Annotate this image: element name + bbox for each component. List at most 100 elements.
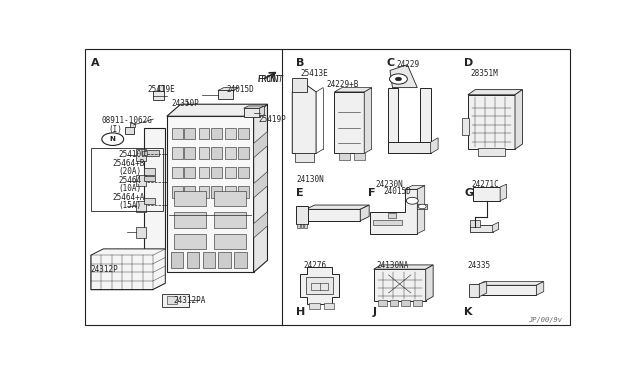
Polygon shape <box>335 87 372 92</box>
Text: 25464+A: 25464+A <box>112 193 145 202</box>
Polygon shape <box>218 87 239 90</box>
Text: 24335: 24335 <box>468 261 491 270</box>
Bar <box>145 150 159 156</box>
Bar <box>225 167 236 178</box>
Bar <box>237 147 249 158</box>
Bar <box>355 153 365 160</box>
Bar <box>473 187 500 201</box>
Polygon shape <box>253 212 268 238</box>
Text: 24350P: 24350P <box>172 99 200 108</box>
Circle shape <box>396 77 401 81</box>
Bar <box>225 186 236 198</box>
Polygon shape <box>477 285 536 295</box>
Bar <box>187 252 199 268</box>
Polygon shape <box>431 138 438 154</box>
Polygon shape <box>405 186 425 189</box>
Bar <box>310 283 328 290</box>
Polygon shape <box>390 65 417 87</box>
Text: (15A): (15A) <box>118 201 142 210</box>
Bar <box>136 227 147 238</box>
Bar <box>478 148 505 156</box>
Text: (I): (I) <box>109 125 123 134</box>
Polygon shape <box>306 209 360 221</box>
Bar <box>172 147 182 158</box>
Polygon shape <box>253 131 268 158</box>
Polygon shape <box>515 90 522 149</box>
Bar <box>462 118 469 135</box>
Bar <box>468 95 515 149</box>
Polygon shape <box>167 104 268 116</box>
Bar <box>145 198 156 205</box>
Bar <box>295 153 314 162</box>
Polygon shape <box>360 205 369 221</box>
Text: 24229: 24229 <box>396 60 420 69</box>
Text: 24312P: 24312P <box>91 265 118 274</box>
Bar <box>162 294 189 307</box>
Bar <box>91 148 163 211</box>
Bar <box>136 175 147 186</box>
Bar <box>388 142 431 154</box>
Text: 24271C: 24271C <box>472 180 500 189</box>
Polygon shape <box>477 282 544 285</box>
Text: (10A): (10A) <box>118 184 142 193</box>
Polygon shape <box>296 206 308 224</box>
Bar <box>198 186 209 198</box>
Text: 25464+B: 25464+B <box>112 159 145 168</box>
Text: C: C <box>387 58 395 68</box>
Text: 24015D: 24015D <box>383 187 412 196</box>
Bar <box>174 234 207 250</box>
Text: 24230N: 24230N <box>376 180 403 189</box>
Text: 24015D: 24015D <box>227 84 254 93</box>
Bar <box>324 303 335 309</box>
Bar <box>211 147 222 158</box>
Bar <box>218 252 231 268</box>
Bar <box>244 108 260 117</box>
Bar <box>237 186 249 198</box>
Bar <box>214 234 246 250</box>
Text: A: A <box>91 58 100 68</box>
Bar <box>372 220 403 225</box>
Text: K: K <box>465 307 473 317</box>
Bar <box>401 300 410 306</box>
Bar <box>167 296 177 304</box>
Bar <box>214 191 246 206</box>
Text: G: G <box>465 188 474 198</box>
Bar <box>211 186 222 198</box>
Polygon shape <box>500 184 507 201</box>
Bar <box>145 169 156 175</box>
Bar <box>390 300 399 306</box>
Bar <box>172 167 182 178</box>
Text: H: H <box>296 307 305 317</box>
Bar <box>417 203 428 209</box>
Bar <box>420 87 431 154</box>
Polygon shape <box>335 92 364 154</box>
Polygon shape <box>417 186 425 234</box>
Circle shape <box>406 197 419 204</box>
Text: 24229+B: 24229+B <box>326 80 359 89</box>
Bar <box>374 269 426 301</box>
Bar <box>172 186 182 198</box>
Bar <box>306 277 333 294</box>
Polygon shape <box>253 104 268 272</box>
Bar <box>218 90 233 99</box>
Bar <box>174 212 207 228</box>
Bar <box>136 201 147 212</box>
Bar <box>211 167 222 178</box>
Bar <box>198 128 209 139</box>
Text: J: J <box>372 307 376 317</box>
Bar <box>174 191 207 206</box>
Bar <box>308 303 319 309</box>
Bar <box>469 284 479 297</box>
Bar <box>214 212 246 228</box>
Bar <box>167 116 253 272</box>
Bar <box>237 167 249 178</box>
Polygon shape <box>374 265 433 269</box>
Circle shape <box>419 204 426 209</box>
Bar <box>158 85 164 91</box>
Bar <box>154 91 164 100</box>
Polygon shape <box>426 265 433 301</box>
Text: N: N <box>110 136 116 142</box>
Bar <box>470 220 480 227</box>
Bar <box>145 176 156 181</box>
Polygon shape <box>536 282 544 295</box>
